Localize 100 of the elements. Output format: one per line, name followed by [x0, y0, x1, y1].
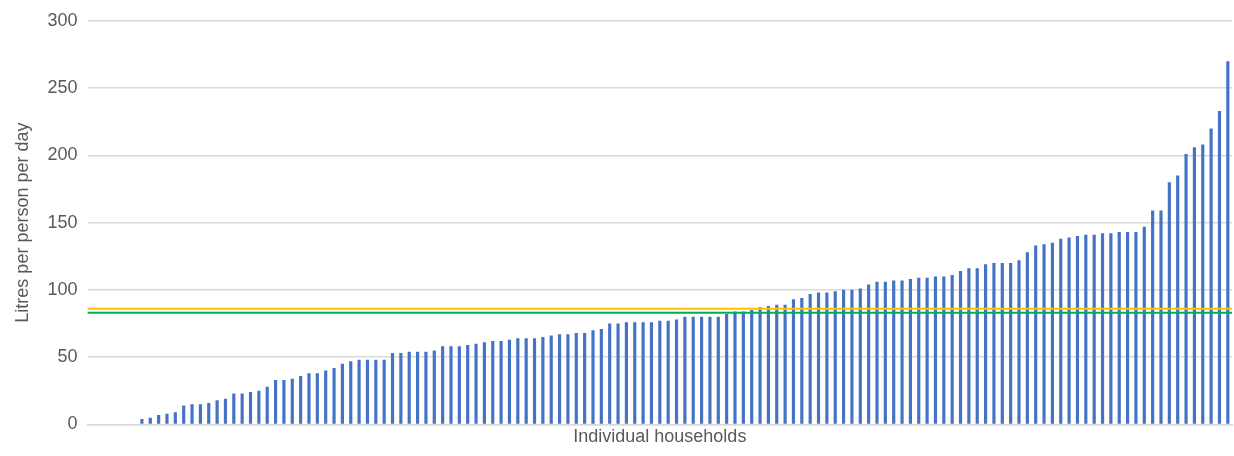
bar — [741, 311, 745, 424]
bar — [1226, 61, 1230, 424]
bar — [1025, 252, 1029, 424]
bar — [265, 386, 269, 424]
bar — [758, 307, 762, 424]
bar — [307, 373, 311, 424]
bar — [816, 292, 821, 424]
bar — [482, 342, 486, 424]
y-tick-label: 50 — [57, 346, 78, 367]
bar — [733, 311, 737, 424]
bar — [207, 402, 211, 424]
bar — [1184, 153, 1188, 424]
bar — [466, 345, 470, 424]
bar — [708, 316, 712, 424]
bar — [1201, 144, 1205, 424]
bar — [1159, 210, 1163, 424]
bar — [1092, 234, 1096, 424]
bar — [766, 306, 770, 424]
y-axis-title: Litres per person per day — [11, 122, 32, 323]
bar — [958, 271, 963, 424]
bar — [599, 328, 603, 424]
bar — [399, 353, 403, 424]
bar — [842, 289, 846, 424]
bar — [984, 264, 988, 424]
bar — [725, 314, 729, 424]
bar — [357, 359, 361, 424]
y-tick-label: 300 — [47, 9, 78, 30]
bar — [507, 339, 512, 424]
bar — [1117, 232, 1121, 424]
bar — [992, 262, 996, 424]
bar — [666, 320, 670, 424]
bar — [1050, 242, 1054, 424]
bar — [190, 404, 194, 424]
bar — [424, 351, 428, 424]
y-tick-label: 0 — [67, 413, 78, 434]
bar — [516, 338, 520, 424]
bar — [1176, 175, 1180, 424]
bar — [1084, 234, 1088, 424]
bar — [1109, 233, 1113, 424]
bar — [248, 392, 253, 424]
bar — [541, 336, 545, 424]
bar — [1059, 238, 1063, 424]
bar — [942, 276, 946, 424]
bar — [750, 310, 754, 424]
bar — [340, 363, 344, 424]
bar — [775, 304, 779, 424]
bar — [290, 378, 294, 424]
bar — [382, 359, 386, 424]
bar — [633, 322, 637, 424]
bar — [198, 404, 202, 424]
y-tick-label: 200 — [47, 144, 78, 165]
bar — [699, 316, 704, 424]
bar — [800, 297, 804, 424]
bar — [574, 332, 578, 424]
bar — [1126, 232, 1130, 424]
bar — [975, 268, 979, 424]
bar — [441, 346, 445, 424]
bar — [917, 277, 921, 424]
bar — [1134, 232, 1138, 424]
bar — [1000, 262, 1004, 424]
bar — [1192, 147, 1196, 424]
bar — [390, 353, 395, 424]
bar — [791, 299, 796, 424]
bar — [875, 281, 879, 424]
bar — [1217, 110, 1222, 424]
bar — [1017, 260, 1021, 424]
bar — [908, 279, 912, 424]
bar — [532, 338, 537, 424]
bar — [365, 359, 370, 424]
bar — [232, 393, 236, 424]
bar — [173, 412, 177, 424]
bar — [783, 304, 787, 424]
bar — [557, 334, 562, 424]
bar — [432, 350, 436, 424]
bar — [867, 284, 871, 424]
bar — [215, 400, 219, 424]
bar — [415, 351, 420, 424]
bar — [674, 319, 679, 424]
bar — [1009, 262, 1013, 424]
bar — [858, 288, 862, 424]
bar — [950, 275, 954, 424]
bar — [457, 346, 461, 424]
bar — [616, 323, 620, 424]
bar — [282, 380, 286, 424]
y-tick-label: 250 — [47, 77, 78, 98]
bar — [825, 292, 829, 424]
bar — [349, 361, 353, 424]
bar — [591, 330, 595, 424]
bar — [257, 390, 261, 424]
bar — [608, 323, 612, 424]
bar — [967, 268, 971, 424]
y-tick-label: 100 — [47, 278, 78, 299]
bar — [549, 335, 553, 424]
bar — [524, 338, 528, 424]
bar — [332, 367, 336, 424]
bar — [1075, 236, 1080, 424]
bar — [658, 320, 662, 424]
bar — [148, 417, 152, 424]
bar — [273, 380, 278, 424]
bar — [1151, 210, 1155, 424]
